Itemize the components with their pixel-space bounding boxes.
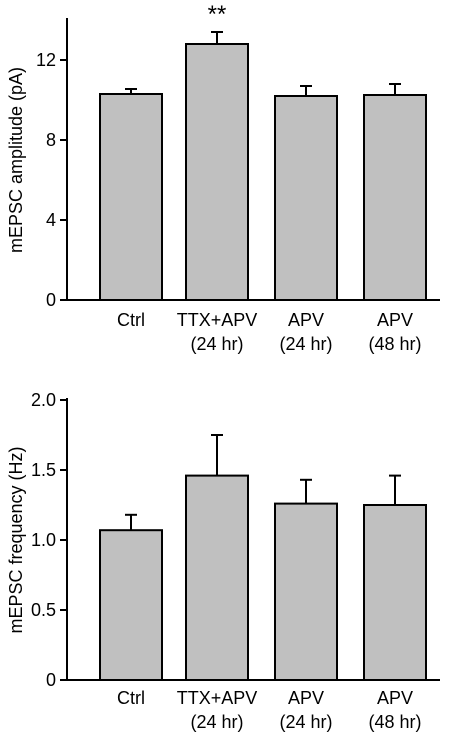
x-tick-label: Ctrl	[117, 310, 145, 330]
x-tick-label: APV	[288, 310, 324, 330]
x-tick-label: (24 hr)	[190, 334, 243, 354]
chart-panel-1: ** 0 4 8 12 Ctrl TTX+APV (24 hr) APV (24 hr) APV (4…	[6, 1, 440, 354]
x-tick-label: (24 hr)	[279, 334, 332, 354]
chart-panel-2: 0 0.5 1.0 1.5 2.0 Ctrl TTX+APV (24 hr) APV (24 hr…	[6, 390, 440, 732]
y-tick-label: 8	[46, 130, 56, 150]
y-tick-label: 0	[46, 290, 56, 310]
bar-2	[185, 43, 249, 301]
bar-1	[99, 529, 163, 682]
x-tick-label: (24 hr)	[279, 712, 332, 732]
x-tick-label: APV	[288, 688, 324, 708]
y-tick-label: 1.0	[31, 530, 56, 550]
bar-3	[274, 95, 338, 301]
y-tick-label: 0.5	[31, 600, 56, 620]
y-tick-label: 12	[36, 50, 56, 70]
bar-2	[185, 474, 249, 681]
y-axis-label: mEPSC frequency (Hz)	[6, 446, 26, 633]
significance-label: **	[208, 1, 227, 28]
x-tick-label: TTX+APV	[177, 310, 258, 330]
y-tick-label: 4	[46, 210, 56, 230]
bar-4	[363, 504, 427, 681]
x-tick-label: APV	[377, 310, 413, 330]
x-tick-label: (48 hr)	[368, 334, 421, 354]
x-tick-label: Ctrl	[117, 688, 145, 708]
x-tick-label: APV	[377, 688, 413, 708]
bar-1	[99, 93, 163, 301]
y-tick-label: 0	[46, 670, 56, 690]
bar-4	[363, 94, 427, 301]
x-tick-label: (24 hr)	[190, 712, 243, 732]
bar-3	[274, 502, 338, 681]
y-axis-label: mEPSC amplitude (pA)	[6, 67, 26, 253]
x-tick-label: TTX+APV	[177, 688, 258, 708]
y-tick-label: 1.5	[31, 460, 56, 480]
x-tick-label: (48 hr)	[368, 712, 421, 732]
y-tick-label: 2.0	[31, 390, 56, 410]
